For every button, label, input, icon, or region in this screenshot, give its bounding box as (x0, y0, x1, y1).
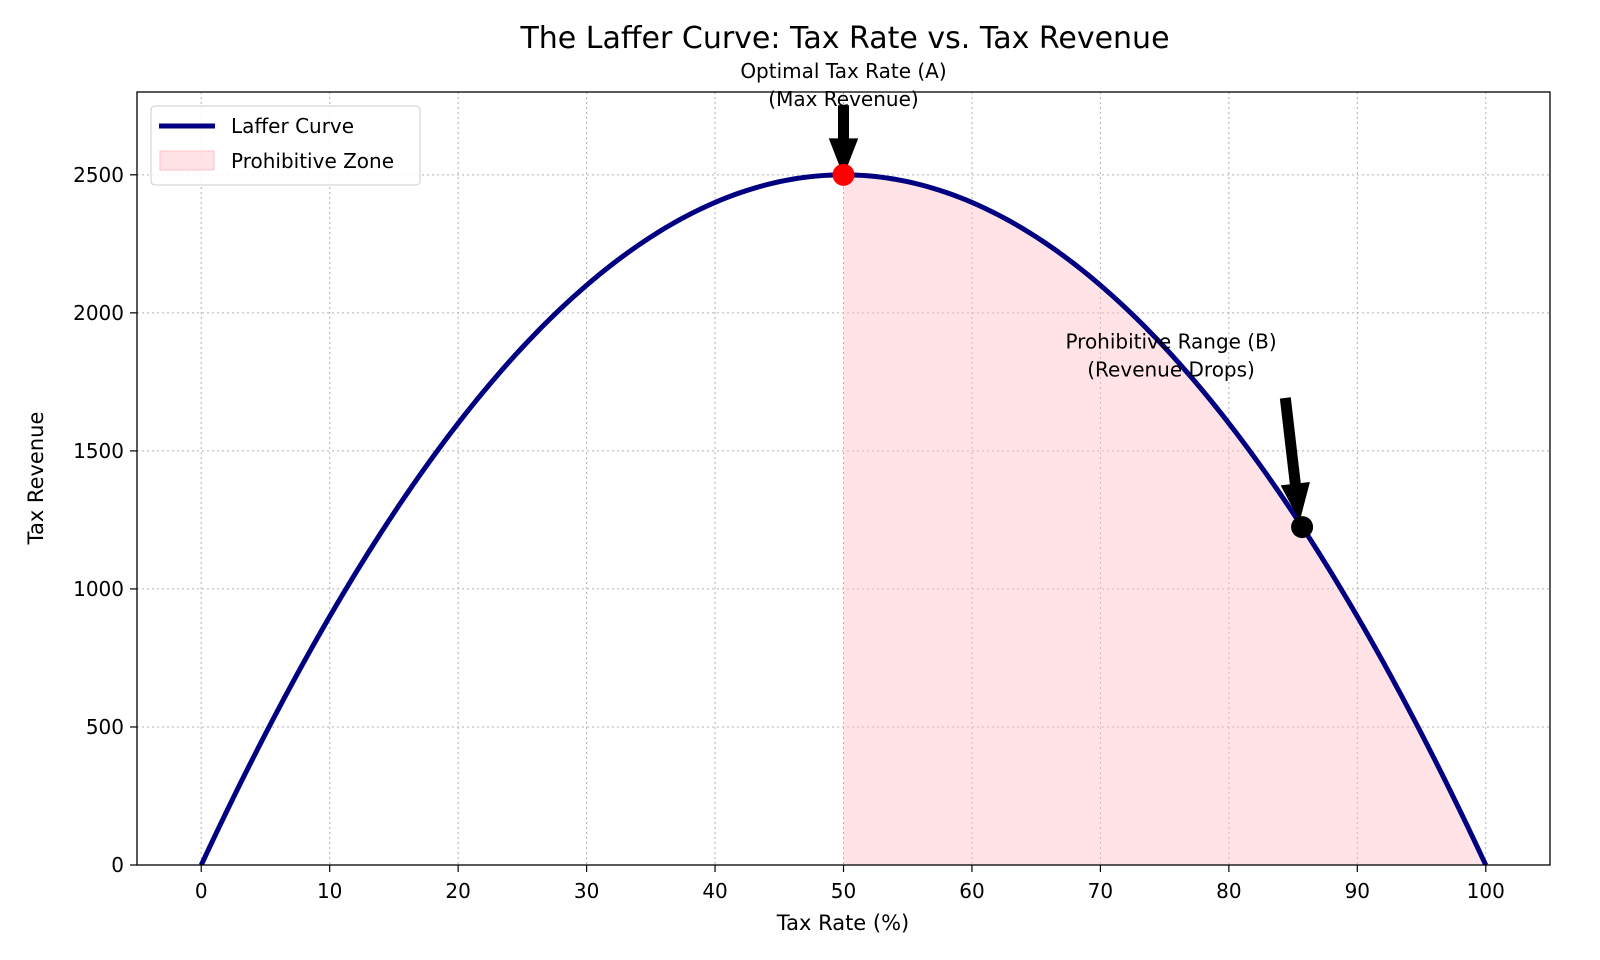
highlight-points (832, 163, 1314, 539)
y-tick-label: 1500 (73, 439, 124, 463)
x-tick-label: 100 (1467, 879, 1505, 903)
y-axis-ticks: 0 500 1000 1500 2000 2500 (73, 163, 137, 877)
x-tick-label: 80 (1216, 879, 1241, 903)
legend-swatch-prohibitive-zone (159, 150, 215, 171)
annotation-arrow (828, 105, 859, 177)
y-tick-label: 2500 (73, 163, 124, 187)
annotations: Optimal Tax Rate (A)(Max Revenue)Prohibi… (740, 59, 1310, 522)
x-axis-label: Tax Rate (%) (776, 911, 910, 935)
y-tick-label: 1000 (73, 577, 124, 601)
annotation-text: (Revenue Drops) (1087, 358, 1255, 382)
annotation-arrow (1279, 397, 1310, 522)
chart-title: The Laffer Curve: Tax Rate vs. Tax Reven… (519, 21, 1169, 56)
legend-box (150, 105, 421, 186)
x-tick-label: 30 (574, 879, 599, 903)
prohibitive-point (1291, 516, 1314, 539)
x-tick-label: 70 (1088, 879, 1113, 903)
y-tick-label: 2000 (73, 301, 124, 325)
x-tick-label: 50 (831, 879, 856, 903)
x-tick-label: 60 (959, 879, 984, 903)
x-axis-ticks: 0 10 20 30 40 50 60 70 80 90 100 (195, 865, 1505, 903)
legend: Laffer Curve Prohibitive Zone (150, 105, 421, 186)
annotation-text: Optimal Tax Rate (A) (740, 59, 946, 83)
optimal-point (832, 163, 855, 186)
y-axis-label: Tax Revenue (24, 412, 48, 546)
x-tick-label: 40 (702, 879, 727, 903)
prohibitive-zone-area (843, 174, 1486, 865)
x-tick-label: 0 (195, 879, 208, 903)
x-tick-label: 20 (445, 879, 470, 903)
prohibitive-zone-region (843, 174, 1486, 865)
x-tick-label: 90 (1345, 879, 1370, 903)
y-tick-label: 500 (86, 715, 124, 739)
y-tick-label: 0 (111, 853, 124, 877)
legend-label-prohibitive-zone: Prohibitive Zone (231, 149, 394, 173)
legend-label-laffer-curve: Laffer Curve (231, 114, 354, 138)
x-tick-label: 10 (317, 879, 342, 903)
annotation-text: Prohibitive Range (B) (1065, 330, 1276, 354)
